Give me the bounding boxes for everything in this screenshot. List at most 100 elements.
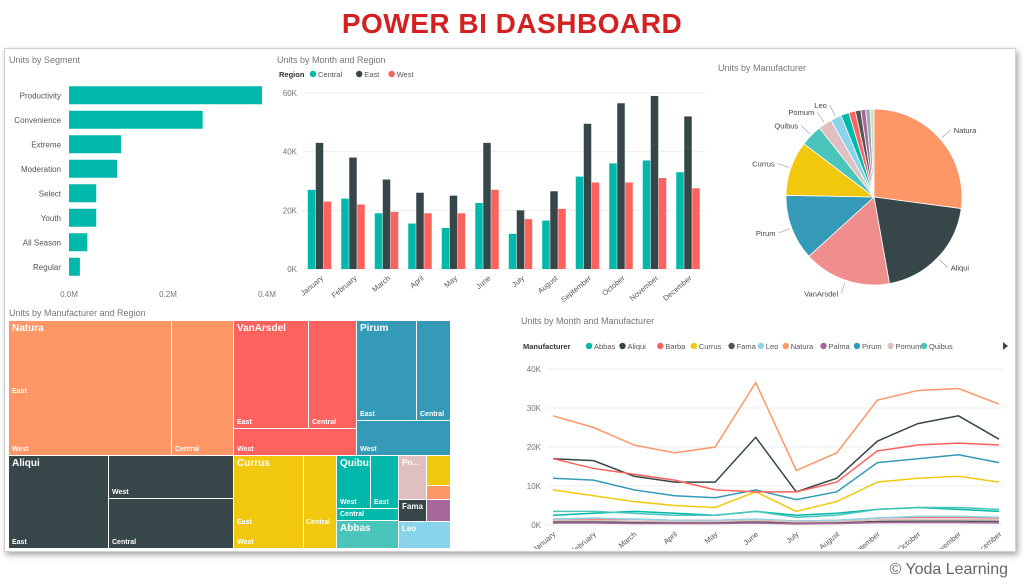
segment-bar — [69, 135, 121, 154]
month-manufacturer-line-chart[interactable]: Manufacturer Abbas Aliqui Barba Currus Fama Le… — [517, 327, 1013, 549]
month-region-bar — [390, 211, 399, 269]
treemap-cell-aliqui-west[interactable]: West — [109, 456, 234, 499]
pie-slice-label: Aliqui — [951, 264, 970, 273]
month-manufacturer-x-tick-label: April — [662, 529, 680, 546]
month-region-bar — [617, 103, 625, 269]
treemap-region-label: East — [374, 499, 389, 506]
manufacturer-line-series — [552, 515, 1000, 522]
treemap-cell-aliqui-central[interactable]: Central — [109, 499, 234, 549]
month-region-bar — [357, 204, 365, 269]
treemap-cell-pirum-west[interactable]: West — [357, 421, 451, 456]
month-region-x-tick-label: March — [370, 274, 392, 294]
manufacturer-legend-marker — [690, 342, 697, 350]
month-manufacturer-y-tick-label: 0K — [531, 521, 541, 530]
pie-slice-label: Leo — [814, 101, 827, 110]
pie-slice — [785, 194, 876, 257]
treemap-cell-natura-east[interactable]: Natura East West — [9, 321, 172, 456]
month-region-bar — [323, 201, 332, 269]
pie-slice-label: Quibus — [774, 122, 798, 131]
month-region-bar — [475, 203, 483, 269]
manufacturer-legend-label: Abbas — [594, 342, 616, 351]
treemap-label-aliqui: Aliqui — [12, 458, 40, 469]
manufacturer-legend-label: Quibus — [929, 342, 953, 351]
manufacturer-legend-marker — [728, 342, 735, 350]
pie-leader-line — [817, 112, 825, 123]
treemap-cell-quibus-east[interactable]: East — [371, 456, 399, 509]
manufacturer-region-treemap[interactable]: Natura East West Central VanArsdel East … — [9, 321, 451, 549]
month-region-bar — [642, 160, 651, 269]
treemap-cell-aliqui-east[interactable]: Aliqui East — [9, 456, 109, 549]
manufacturer-legend-title: Manufacturer — [523, 342, 571, 351]
month-region-x-tick-label: May — [442, 273, 459, 289]
treemap-region-label: East — [12, 539, 27, 546]
manufacturer-line-series — [553, 506, 1000, 518]
manufacturer-line-series — [552, 475, 1000, 513]
month-manufacturer-x-tick-label: May — [703, 529, 720, 545]
month-region-bar — [676, 172, 684, 269]
segment-category-label: Regular — [33, 263, 61, 272]
manufacturer-legend-label: Aliqui — [628, 342, 647, 351]
manufacturer-legend-marker — [619, 342, 626, 350]
treemap-cell-small-3[interactable] — [427, 500, 451, 522]
treemap-cell-natura-central[interactable]: Central — [172, 321, 234, 456]
month-region-bar — [341, 198, 349, 269]
month-manufacturer-y-tick-label: 20K — [527, 443, 542, 452]
treemap-cell-pirum-central[interactable]: Central — [417, 321, 451, 421]
treemap-cell-fama[interactable]: Fama — [399, 500, 427, 522]
month-region-bar — [558, 208, 566, 269]
treemap-cell-quibus-west[interactable]: Quibus West — [337, 456, 374, 509]
month-region-y-tick-label: 20K — [283, 206, 298, 215]
segment-category-label: Extreme — [31, 140, 61, 149]
treemap-cell-small-1[interactable] — [427, 456, 451, 486]
treemap-label-vanarsdel: VanArsdel — [237, 323, 286, 334]
pie-leader-line — [829, 104, 836, 117]
treemap-cell-currus-central[interactable]: Central — [304, 456, 337, 549]
treemap-label-pomum: Po... — [402, 458, 419, 467]
treemap-region-label: Central — [175, 446, 200, 453]
segment-category-label: Moderation — [21, 165, 61, 174]
manufacturer-pie-chart[interactable]: Natura Aliqui VanArsdel Pirum Currus Quibus Po… — [717, 75, 1013, 305]
month-region-bar — [516, 210, 525, 269]
month-region-bar — [315, 142, 324, 269]
segment-bar-chart[interactable]: Productivity Convenience Extreme Moderation… — [5, 67, 280, 307]
treemap-cell-abbas[interactable]: Abbas — [337, 521, 399, 549]
month-region-column-chart[interactable]: Region Central East West 0K 20K 40K 60K January F… — [273, 67, 713, 315]
manufacturer-line-series — [552, 381, 1000, 472]
treemap-cell-pirum-east[interactable]: Pirum East — [357, 321, 417, 421]
month-region-bar — [550, 191, 558, 269]
month-region-bar — [349, 157, 357, 269]
region-legend-marker — [309, 70, 317, 78]
manufacturer-legend-marker — [757, 342, 764, 350]
month-manufacturer-x-tick-label: December — [971, 529, 1004, 549]
treemap-cell-leo[interactable]: Leo — [399, 522, 451, 549]
manufacturer-legend-marker — [820, 342, 827, 350]
treemap-cell-vanarsdel-west[interactable]: West — [234, 429, 357, 456]
treemap-cell-vanarsdel-central[interactable]: Central — [309, 321, 357, 429]
month-manufacturer-x-tick-label: January — [531, 529, 557, 549]
treemap-region-label: Central — [306, 519, 331, 526]
treemap-cell-small-2[interactable] — [427, 486, 451, 500]
month-manufacturer-x-tick-label: August — [817, 529, 841, 549]
treemap-label-leo: Leo — [402, 524, 417, 533]
month-region-x-tick-label: August — [536, 273, 560, 295]
month-manufacturer-chart-title: Units by Month and Manufacturer — [521, 316, 655, 326]
treemap-cell-quibus-central[interactable]: Central — [337, 509, 399, 521]
month-region-bar — [374, 213, 383, 269]
treemap-cell-vanarsdel-east[interactable]: VanArsdel East — [234, 321, 309, 429]
month-region-x-tick-label: October — [600, 273, 627, 297]
treemap-region-label: Central — [312, 419, 337, 426]
segment-x-tick-label: 0.0M — [60, 290, 78, 299]
month-region-x-tick-label: July — [510, 273, 526, 289]
month-manufacturer-x-tick-label: June — [742, 530, 760, 547]
treemap-title: Units by Manufacturer and Region — [9, 308, 146, 318]
month-manufacturer-y-tick-label: 40K — [527, 365, 542, 374]
pie-slice — [873, 196, 962, 285]
treemap-cell-currus-east[interactable]: Currus East West — [234, 456, 304, 549]
month-region-x-tick-label: January — [299, 273, 325, 297]
segment-bar — [69, 208, 97, 227]
treemap-region-label: West — [112, 489, 129, 496]
manufacturer-legend-marker — [657, 342, 664, 350]
pie-slice-label: Pomum — [788, 108, 814, 117]
treemap-cell-pomum[interactable]: Po... — [399, 456, 427, 500]
month-region-bar — [609, 163, 617, 269]
